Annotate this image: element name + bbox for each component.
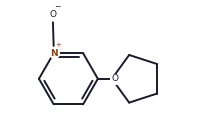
Text: −: − <box>54 2 61 11</box>
Text: O: O <box>111 74 118 83</box>
Text: N: N <box>50 49 57 58</box>
Text: +: + <box>55 42 61 48</box>
Text: O: O <box>50 10 56 19</box>
